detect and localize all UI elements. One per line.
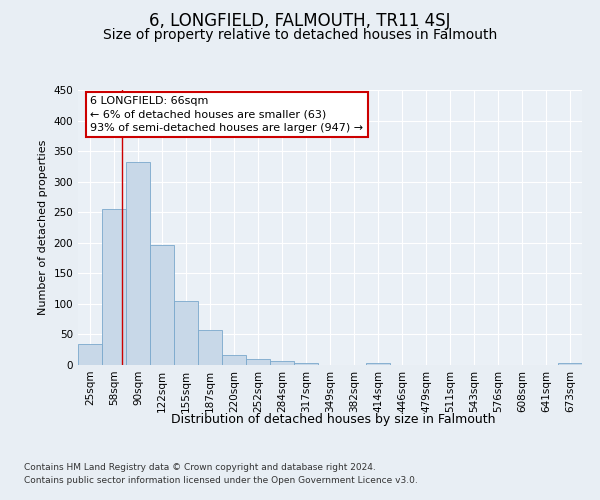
Bar — [150, 244, 174, 365]
Bar — [222, 354, 246, 365]
Bar — [102, 209, 126, 365]
Text: 6 LONGFIELD: 66sqm
← 6% of detached houses are smaller (63)
93% of semi-detached: 6 LONGFIELD: 66sqm ← 6% of detached hous… — [91, 96, 364, 132]
Bar — [198, 330, 222, 365]
Bar — [78, 344, 102, 365]
Text: Contains public sector information licensed under the Open Government Licence v3: Contains public sector information licen… — [24, 476, 418, 485]
Bar — [126, 162, 150, 365]
Text: 6, LONGFIELD, FALMOUTH, TR11 4SJ: 6, LONGFIELD, FALMOUTH, TR11 4SJ — [149, 12, 451, 30]
Bar — [366, 362, 390, 365]
Text: Distribution of detached houses by size in Falmouth: Distribution of detached houses by size … — [171, 412, 495, 426]
Bar — [558, 362, 582, 365]
Bar — [294, 362, 318, 365]
Bar — [174, 302, 198, 365]
Bar — [270, 360, 294, 365]
Text: Contains HM Land Registry data © Crown copyright and database right 2024.: Contains HM Land Registry data © Crown c… — [24, 462, 376, 471]
Text: Size of property relative to detached houses in Falmouth: Size of property relative to detached ho… — [103, 28, 497, 42]
Y-axis label: Number of detached properties: Number of detached properties — [38, 140, 48, 315]
Bar — [246, 359, 270, 365]
